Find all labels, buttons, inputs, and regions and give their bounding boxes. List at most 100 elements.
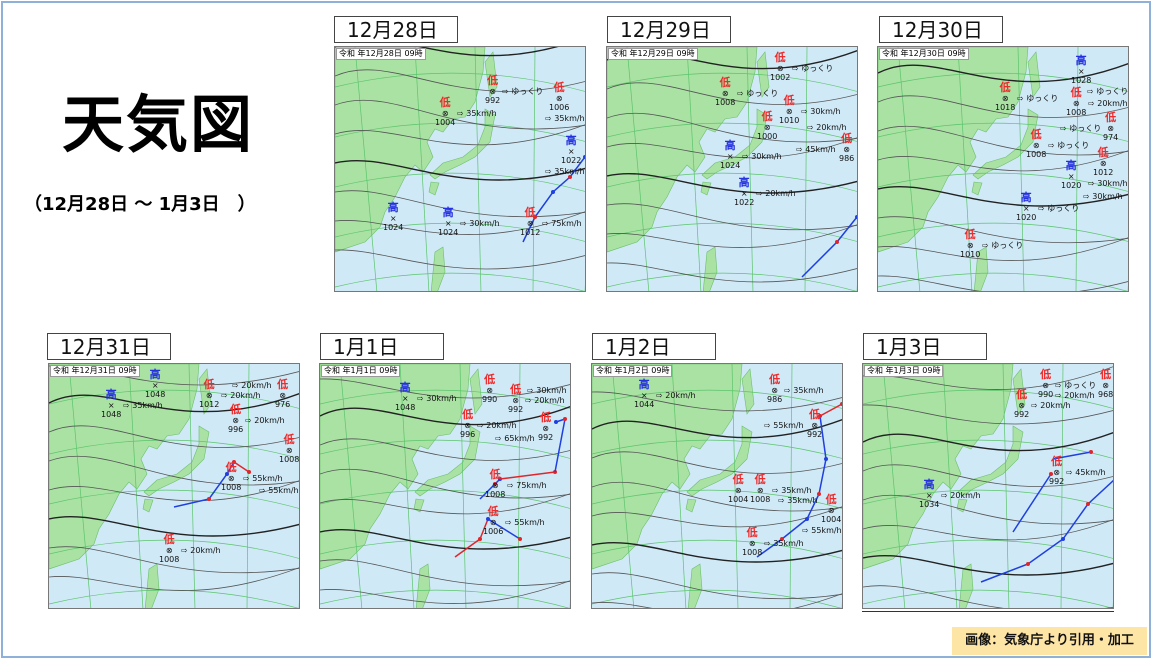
map-date-label: 12月28日 [334,16,458,43]
pressure-value: 1008 [715,98,736,107]
map-date-label: 1月2日 [592,333,716,360]
movement-indicator: ⇨ 35km/h [545,167,585,176]
center-marker-icon: × [1077,67,1085,76]
center-marker-icon: ⊗ [1102,381,1109,390]
weather-front [1012,473,1052,533]
movement-speed: 55km/h [514,518,545,527]
pressure-kind-label: 高 [923,478,935,491]
pressure-kind-label: 低 [809,408,821,421]
movement-indicator: ⇨ 55km/h [259,486,299,495]
pressure-kind-label: 低 [540,411,552,424]
high-pressure-system: 高 × 1048 [145,369,166,400]
movement-indicator: ⇨ 30km/h [1083,192,1123,201]
pressure-kind-label: 低 [163,533,175,546]
weather-map-drawing [607,47,857,291]
pressure-value: 990 [1038,390,1054,399]
weather-front [801,216,857,278]
movement-arrow-icon: ⇨ [457,109,467,118]
movement-arrow-icon: ⇨ [527,386,537,395]
weather-map: 令和 年1月3日 09時低 ⊗ 990 ⇨ ゆっくり低 ⊗ 968 ⇨ 20km/h 低 ⊗ 99… [862,363,1114,609]
movement-speed: ゆっくり [746,89,779,98]
pressure-value: 1044 [634,400,655,409]
pressure-value: 1048 [145,390,166,399]
low-pressure-system: 低 ⊗ 992 [807,408,822,440]
low-pressure-system: 低 ⊗ 974 [1103,112,1118,143]
movement-speed: 30km/h [536,386,567,395]
pressure-kind-label: 高 [565,134,577,147]
movement-indicator: ⇨ 20km/h [941,491,981,500]
movement-indicator: ⇨ ゆっくり [1048,141,1089,150]
movement-indicator: ⇨ ゆっくり [1017,94,1058,103]
pressure-kind-label: 低 [719,76,731,89]
movement-speed: ゆっくり [1069,124,1102,133]
weather-map: 令和 年12月29日 09時低 ⊗ 1008 ⇨ ゆっくり低 ⊗ 1010 ⇨ 30km/h… [606,46,858,292]
weather-front [233,461,250,473]
movement-speed: 20km/h [765,189,796,198]
low-pressure-system: 低 ⊗ 986 [767,374,782,405]
weather-map-drawing [320,364,570,608]
pressure-kind-label: 低 [225,461,237,474]
front-symbol [1026,562,1030,566]
movement-indicator: ⇨ 35km/h [764,539,804,548]
center-marker-icon: ⊗ [827,506,835,515]
center-marker-icon: ⊗ [232,416,239,425]
pressure-value: 992 [1014,410,1030,419]
center-marker-icon: ⊗ [512,396,519,405]
pressure-kind-label: 低 [1100,368,1112,381]
movement-speed: 45km/h [1075,468,1106,477]
movement-speed: 55km/h [773,421,804,430]
pressure-value: 1006 [483,527,504,536]
weather-map: 令和 年12月30日 09時低 ⊗ 1018 ⇨ ゆっくり低 ⊗ 1008 ⇨ 20km/h… [877,46,1129,292]
movement-speed: ゆっくり [1096,87,1129,96]
movement-arrow-icon: ⇨ [460,219,470,228]
slide-title: 天気図 [62,88,255,161]
movement-speed: ゆっくり [511,87,544,96]
movement-arrow-icon: ⇨ [796,145,806,154]
movement-speed: 20km/h [1064,391,1095,400]
movement-indicator: ⇨ 20km/h [1031,401,1071,410]
movement-arrow-icon: ⇨ [259,486,269,495]
low-pressure-system: 低 ⊗ 992 [485,75,500,106]
low-pressure-system: 低 ⊗ 1008 [279,434,299,465]
movement-arrow-icon: ⇨ [1017,94,1027,103]
low-pressure-system: 低 ⊗ 1004 [435,97,455,128]
movement-arrow-icon: ⇨ [1038,204,1048,213]
movement-indicator: ⇨ 45km/h [796,145,836,154]
movement-speed: 35km/h [132,401,163,410]
pressure-value: 1022 [561,156,582,165]
low-pressure-system: 低 ⊗ 1010 [779,95,799,126]
pressure-kind-label: 低 [489,468,501,481]
front-symbol [563,417,567,421]
movement-arrow-icon: ⇨ [941,491,951,500]
high-pressure-system: 高 × 1020 [1016,191,1036,223]
movement-arrow-icon: ⇨ [784,386,794,395]
pressure-value: 1004 [821,515,842,524]
pressure-kind-label: 高 [1020,191,1032,204]
movement-arrow-icon: ⇨ [656,391,666,400]
low-pressure-system: 低 ⊗ 1008 [1066,87,1086,118]
movement-speed: 20km/h [486,421,517,430]
movement-speed: 30km/h [469,219,500,228]
pressure-kind-label: 低 [754,473,766,486]
high-pressure-system: 高 × 1028 [1071,55,1091,86]
weather-front [756,415,827,558]
movement-arrow-icon: ⇨ [801,107,811,116]
movement-arrow-icon: ⇨ [982,241,992,250]
pressure-kind-label: 低 [462,408,474,421]
movement-speed: 20km/h [816,123,847,132]
movement-speed: 20km/h [254,416,285,425]
pressure-value: 1018 [995,103,1016,112]
center-marker-icon: × [567,147,575,156]
high-pressure-system: 高 × 1024 [720,140,740,171]
pressure-kind-label: 高 [399,381,411,394]
center-marker-icon: ⊗ [555,94,563,103]
center-marker-icon: ⊗ [1072,99,1080,108]
front-symbol [554,420,558,424]
movement-indicator: ⇨ 35km/h [123,401,163,410]
center-marker-icon: ⊗ [526,219,534,228]
map-date-label: 1月1日 [320,333,444,360]
movement-indicator: ⇨ 55km/h [764,421,804,430]
center-marker-icon: ⊗ [748,539,756,548]
center-marker-icon: × [401,394,409,403]
movement-speed: 55km/h [268,486,299,495]
